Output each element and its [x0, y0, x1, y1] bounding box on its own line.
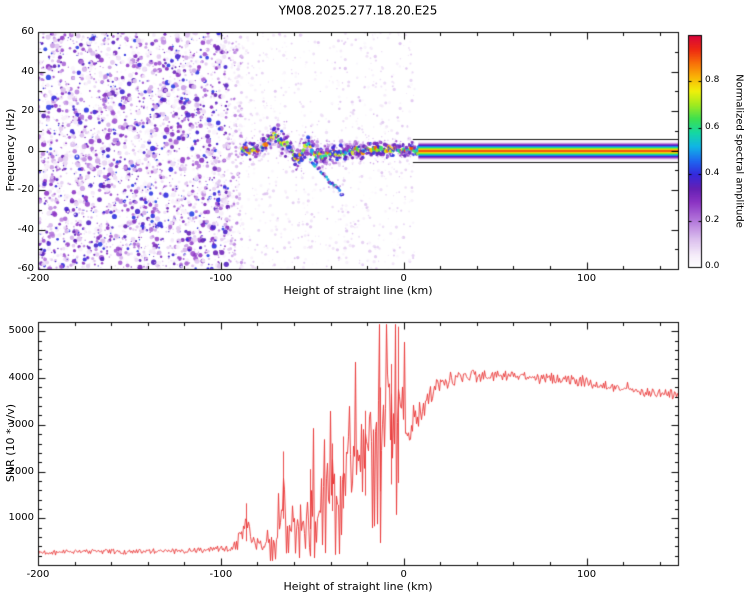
spectrogram-y-tick-4: 20 [21, 105, 34, 116]
colorbar-tick-0: 0.0 [705, 261, 720, 271]
spectrogram-y-tick-0: -60 [17, 263, 34, 274]
snr-y-tick-3: 4000 [8, 372, 34, 384]
spectrogram-y-tick-2: -20 [17, 184, 34, 195]
spectrogram-y-tick-3: 0 [27, 144, 34, 156]
spectrogram-y-tick-6: 60 [21, 26, 34, 37]
colorbar-tick-4: 0.8 [705, 75, 720, 86]
colorbar-tick-1: 0.2 [705, 214, 720, 225]
snr-x-axis-label: Height of straight line (km) [283, 579, 433, 593]
snr-x-tick-2: 0 [400, 569, 407, 580]
snr-x-tick-0: -200 [26, 569, 50, 580]
spectrogram-y-tick-5: 40 [21, 65, 34, 77]
spectrogram-x-tick-2: 0 [400, 273, 407, 284]
spectrogram-x-tick-3: 100 [577, 273, 597, 284]
spectrogram-x-tick-0: -200 [26, 273, 50, 284]
snr-y-tick-0: 1000 [8, 512, 34, 524]
figure-title: YM08.2025.277.18.20.E25 [278, 3, 438, 18]
colorbar-tick-2: 0.4 [705, 168, 720, 179]
snr-y-tick-2: 3000 [8, 418, 34, 430]
spectrogram-y-tick-1: -40 [17, 223, 34, 235]
snr-x-tick-1: -100 [209, 569, 233, 580]
snr-y-tick-4: 5000 [8, 325, 34, 337]
spectrogram-x-tick-1: -100 [209, 273, 233, 284]
snr-y-tick-1: 2000 [8, 465, 34, 477]
spectrogram-x-axis-label: Height of straight line (km) [283, 283, 433, 297]
colorbar-tick-3: 0.6 [705, 121, 720, 132]
snr-x-tick-3: 100 [577, 569, 597, 580]
colorbar-label: Normalized spectral amplitude [733, 74, 745, 228]
